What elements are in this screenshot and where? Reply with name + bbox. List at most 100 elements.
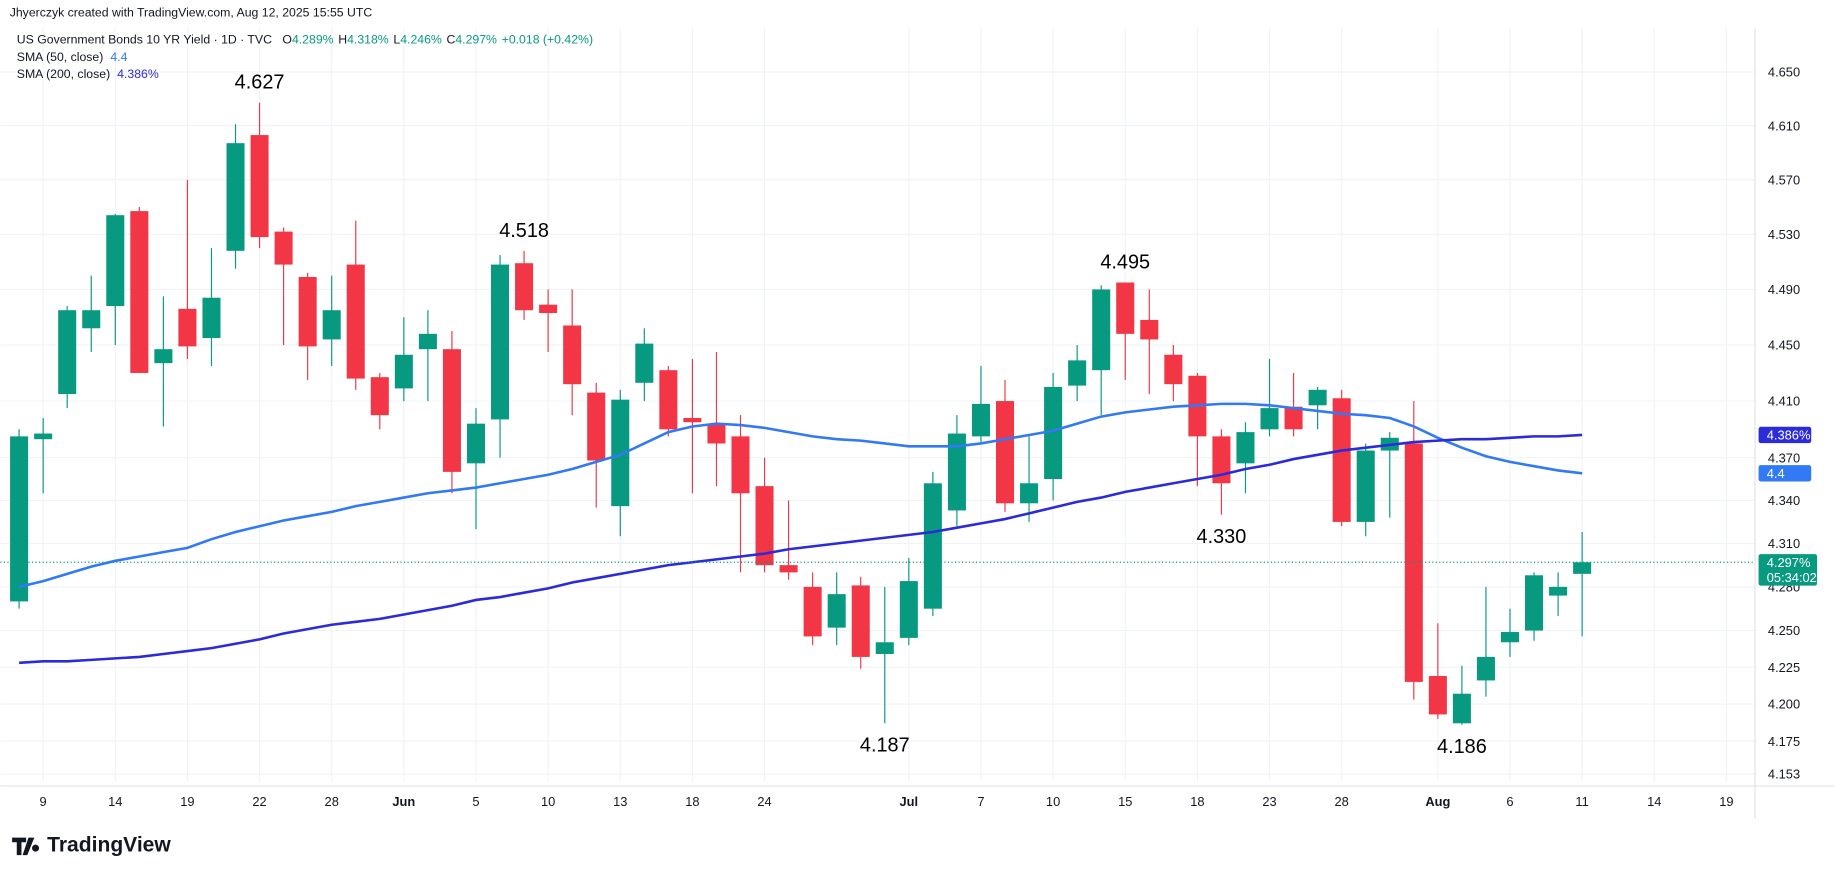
x-tick-label: 10 [1046,794,1060,809]
x-tick-label: 22 [252,794,266,809]
candle-body [899,581,918,638]
x-tick-label: 28 [325,794,339,809]
candle-body [1092,289,1111,371]
candle-body [587,392,606,461]
price-annotation: 4.495 [1100,251,1150,273]
sma-badge-label: 4.4 [1767,466,1785,481]
sma-badge [1758,465,1812,482]
axes: 4.6504.6104.5704.5304.4904.4504.4104.370… [40,65,1818,809]
x-tick-label: 14 [108,794,122,809]
candle-body [491,264,510,420]
ohlc-key: C [447,32,456,46]
x-tick-label: 18 [685,794,699,809]
candle-body [1020,483,1039,504]
candle-body [827,594,846,628]
candle-body [1332,398,1351,522]
candle-body [1549,586,1568,596]
candle-body [1116,282,1135,334]
candle-body [803,586,822,637]
x-tick-label: 13 [613,794,627,809]
plot-area: 4.627 4.518 4.495 4.187 4.330 4.186 [0,72,1756,758]
candle-body [659,370,678,430]
candle-body [202,297,221,339]
candle-body [10,436,29,602]
candle-body [250,135,269,238]
candle-body [1212,436,1231,484]
candle-body [394,354,413,389]
candle-body [1476,656,1495,681]
candle-body [707,423,726,444]
candle-body [1573,562,1592,574]
candle-body [875,642,894,654]
last-price-label: 4.297% [1767,555,1811,570]
y-tick-label: 4.570 [1768,172,1800,187]
candle-body [82,310,101,329]
y-tick-label: 4.610 [1768,118,1800,133]
y-tick-label: 4.153 [1768,767,1800,782]
x-tick-label: 10 [541,794,555,809]
x-tick-label: 28 [1335,794,1349,809]
candle-body [683,417,702,423]
candle-body [346,264,365,379]
legend-value: 4.386% [117,67,159,81]
legend-value: 4.4 [110,50,127,64]
x-tick-label: 18 [1190,794,1204,809]
candle-body [1044,387,1063,480]
y-tick-label: 4.225 [1768,660,1800,675]
candle-body [635,343,654,383]
candle-body [731,436,750,494]
logo-icon [12,837,40,856]
candle-body [611,399,630,507]
creator-line: Jhyerczyk created with TradingView.com, … [10,5,373,19]
candle-body [106,215,125,307]
legend-name: SMA (50, close) [17,50,104,64]
ohlc-value: 4.297% [455,32,497,46]
price-annotation: 4.187 [860,734,910,756]
y-tick-label: 4.490 [1768,282,1800,297]
candle-body [1525,575,1544,631]
sma-line [18,402,1583,589]
candle-body [58,310,77,395]
legend-entry[interactable]: SMA (200, close) 4.386% [17,67,159,81]
candle-body [563,325,582,385]
ohlc-value: 4.246% [400,32,442,46]
y-tick-label: 4.340 [1768,493,1800,508]
candle-body [1068,360,1087,386]
candle-body [923,483,942,609]
x-tick-label: 19 [1719,794,1733,809]
x-tick-label: 14 [1647,794,1661,809]
x-tick-label: 24 [757,794,771,809]
candle-body [1428,676,1447,715]
candle-body [1452,693,1471,724]
candle-body [1356,450,1375,522]
candle-body [1404,443,1423,682]
countdown: 05:34:02 [1767,570,1817,585]
y-tick-label: 4.370 [1768,450,1800,465]
x-tick-label: Jun [392,794,415,809]
candle-body [298,276,317,347]
candle-body [130,211,149,373]
candle-body [1140,319,1159,340]
legend-name: SMA (200, close) [17,67,110,81]
price-annotation: 4.518 [499,220,549,242]
candle-body [851,585,870,657]
legend-entry[interactable]: SMA (50, close) 4.4 [17,50,128,64]
candle-body [755,486,774,566]
x-tick-label: 5 [472,794,479,809]
ohlc-value: 4.289% [292,32,334,46]
x-tick-label: 23 [1262,794,1276,809]
symbol-legend[interactable]: US Government Bonds 10 YR Yield · 1D · T… [17,32,593,46]
candle-body [178,308,197,347]
candle-body [1500,632,1520,643]
candle-body [515,263,534,311]
y-tick-label: 4.530 [1768,227,1800,242]
x-tick-label: 15 [1118,794,1132,809]
sma-line [19,433,1583,665]
y-tick-label: 4.310 [1768,536,1800,551]
brand: TradingView [47,834,171,857]
footer-logo[interactable]: TradingView [12,834,171,857]
candle-body [154,349,173,364]
price-annotation: 4.186 [1437,736,1487,758]
